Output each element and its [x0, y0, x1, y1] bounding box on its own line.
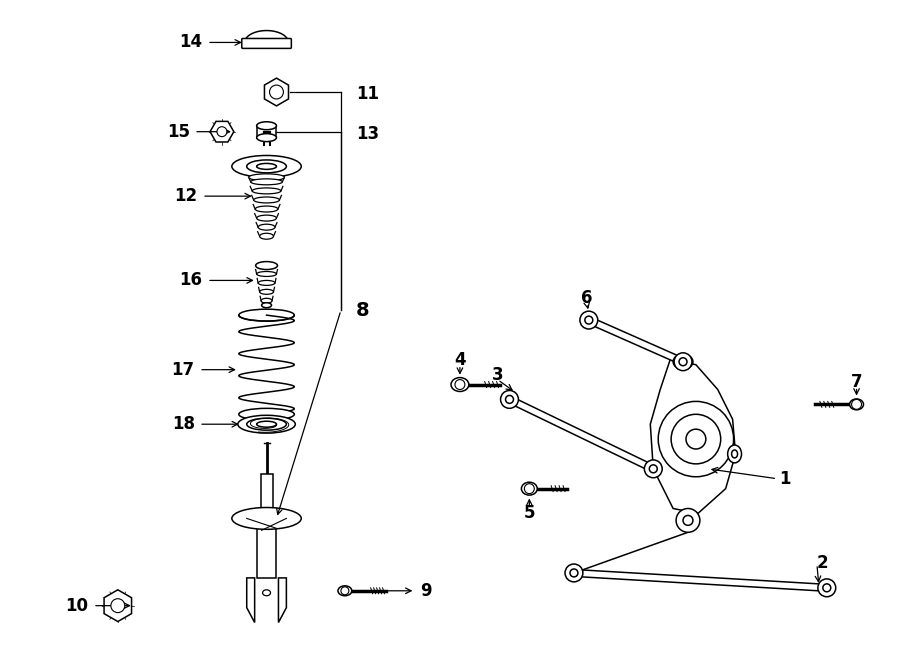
Text: 17: 17 [171, 361, 194, 379]
Ellipse shape [259, 290, 274, 294]
Circle shape [683, 516, 693, 525]
Text: 9: 9 [420, 582, 432, 600]
Text: 7: 7 [850, 373, 862, 391]
Circle shape [525, 484, 535, 494]
Ellipse shape [252, 188, 281, 194]
Text: 12: 12 [174, 187, 197, 205]
Ellipse shape [259, 233, 274, 239]
Ellipse shape [248, 174, 284, 180]
Polygon shape [245, 30, 288, 42]
Text: 3: 3 [491, 366, 503, 383]
Circle shape [565, 564, 583, 582]
Circle shape [269, 85, 284, 99]
Circle shape [671, 414, 721, 464]
Ellipse shape [258, 224, 275, 230]
Ellipse shape [256, 163, 276, 169]
Ellipse shape [262, 303, 272, 307]
Polygon shape [210, 122, 234, 142]
Circle shape [658, 401, 734, 477]
Polygon shape [651, 360, 735, 514]
Circle shape [217, 127, 227, 137]
Ellipse shape [261, 298, 272, 303]
Circle shape [676, 508, 700, 532]
Circle shape [686, 429, 706, 449]
Circle shape [341, 587, 349, 595]
Ellipse shape [247, 418, 286, 430]
Polygon shape [588, 317, 684, 365]
Polygon shape [573, 570, 827, 592]
FancyBboxPatch shape [256, 524, 276, 578]
Polygon shape [265, 78, 289, 106]
Text: 11: 11 [356, 85, 379, 103]
Ellipse shape [256, 262, 277, 270]
Ellipse shape [238, 309, 294, 321]
Text: 14: 14 [179, 34, 203, 52]
Ellipse shape [256, 206, 278, 212]
Ellipse shape [254, 197, 279, 203]
Text: 1: 1 [779, 470, 791, 488]
Ellipse shape [850, 399, 863, 410]
Circle shape [680, 358, 687, 366]
Ellipse shape [256, 215, 276, 221]
Circle shape [585, 316, 593, 324]
Ellipse shape [256, 272, 276, 276]
FancyBboxPatch shape [242, 38, 292, 48]
Circle shape [111, 599, 125, 613]
Circle shape [644, 460, 662, 478]
Ellipse shape [732, 450, 738, 458]
Text: 15: 15 [167, 123, 190, 141]
Text: 10: 10 [65, 597, 88, 615]
Polygon shape [508, 397, 655, 472]
Circle shape [823, 584, 831, 592]
Polygon shape [104, 590, 131, 621]
Circle shape [455, 379, 465, 389]
Ellipse shape [256, 421, 276, 427]
Ellipse shape [680, 359, 687, 365]
Circle shape [506, 395, 514, 403]
FancyBboxPatch shape [261, 474, 273, 524]
Text: 5: 5 [524, 504, 536, 522]
Text: 18: 18 [172, 415, 195, 433]
Text: 4: 4 [454, 351, 465, 369]
Ellipse shape [263, 590, 271, 596]
Ellipse shape [451, 377, 469, 391]
Ellipse shape [247, 160, 286, 173]
Ellipse shape [521, 483, 537, 495]
Ellipse shape [232, 508, 302, 529]
Text: 6: 6 [581, 290, 592, 307]
Ellipse shape [238, 415, 295, 433]
Circle shape [570, 569, 578, 577]
Circle shape [649, 465, 657, 473]
Polygon shape [278, 578, 286, 623]
Ellipse shape [256, 134, 276, 141]
Ellipse shape [258, 280, 275, 286]
Ellipse shape [338, 586, 352, 596]
Circle shape [674, 353, 692, 371]
Text: 16: 16 [179, 272, 203, 290]
Ellipse shape [673, 354, 693, 369]
Circle shape [580, 311, 598, 329]
Circle shape [851, 399, 861, 409]
Circle shape [500, 391, 518, 408]
Polygon shape [247, 578, 255, 623]
Ellipse shape [727, 445, 742, 463]
Circle shape [818, 579, 836, 597]
Ellipse shape [251, 179, 283, 185]
Ellipse shape [232, 155, 302, 177]
Text: 2: 2 [817, 554, 829, 572]
Text: 8: 8 [356, 301, 369, 320]
Ellipse shape [256, 122, 276, 130]
Text: 13: 13 [356, 125, 379, 143]
Ellipse shape [238, 408, 294, 420]
